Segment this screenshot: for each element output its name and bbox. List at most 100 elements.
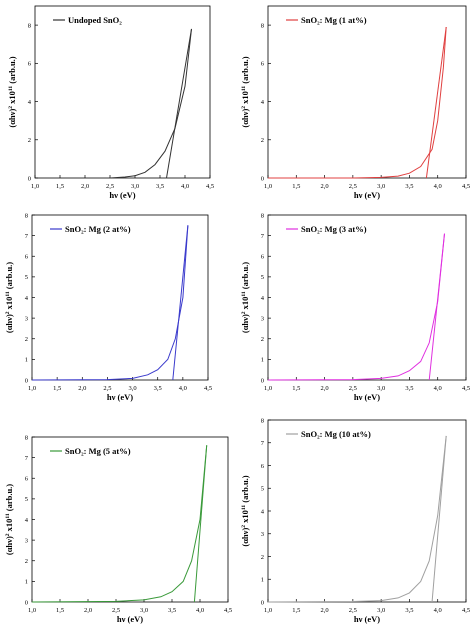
x-tick-label: 2,5 bbox=[349, 385, 357, 392]
y-tick-label: 0 bbox=[25, 599, 28, 606]
legend-label: SnO₂: Mg (3 at%) bbox=[301, 224, 367, 234]
y-axis-label-part: (αhν) bbox=[240, 528, 250, 547]
x-tick-label: 2,0 bbox=[321, 607, 329, 614]
y-axis-label-part: (arb.u.) bbox=[4, 262, 14, 292]
y-tick-label: 2 bbox=[25, 558, 28, 565]
x-axis-label: hν (eV) bbox=[354, 190, 380, 200]
x-tick-label: 4,0 bbox=[181, 183, 189, 190]
y-axis-label-superscript: 11 bbox=[5, 291, 11, 296]
y-tick-label: 2 bbox=[28, 137, 31, 144]
legend-label: SnO₂: Mg (2 at%) bbox=[65, 224, 131, 234]
data-curve bbox=[267, 233, 445, 381]
y-tick-label: 1 bbox=[25, 579, 28, 586]
data-curve bbox=[109, 28, 192, 179]
y-tick-label: 0 bbox=[28, 175, 31, 182]
y-axis-label-superscript: 11 bbox=[241, 86, 247, 91]
x-tick-label: 4,5 bbox=[206, 183, 214, 190]
x-tick-label: 3,5 bbox=[156, 183, 164, 190]
y-tick-label: 2 bbox=[261, 137, 264, 144]
y-axis-label-part: (αhν) bbox=[240, 109, 250, 128]
x-tick-label: 1,0 bbox=[28, 385, 36, 392]
y-tick-label: 3 bbox=[25, 315, 28, 322]
y-tick-label: 8 bbox=[25, 434, 28, 441]
y-tick-label: 0 bbox=[261, 175, 264, 182]
x-tick-label: 3,5 bbox=[154, 385, 162, 392]
y-tick-label: 7 bbox=[261, 440, 265, 447]
y-axis-label: (αhν)2 x1011 (arb.u.) bbox=[240, 475, 250, 546]
data-curve bbox=[267, 435, 447, 603]
y-tick-label: 3 bbox=[25, 537, 28, 544]
y-axis-label-superscript: 11 bbox=[241, 505, 247, 510]
y-tick-label: 4 bbox=[28, 99, 32, 106]
data-curve bbox=[31, 445, 208, 603]
y-tick-label: 3 bbox=[261, 315, 264, 322]
legend-label: SnO₂: Mg (5 at%) bbox=[65, 446, 131, 456]
y-tick-label: 1 bbox=[261, 357, 264, 364]
x-tick-label: 3,5 bbox=[405, 183, 413, 190]
x-tick-label: 2,5 bbox=[103, 385, 111, 392]
x-tick-label: 3,0 bbox=[129, 385, 137, 392]
x-tick-label: 3,0 bbox=[377, 607, 385, 614]
fit-line bbox=[428, 233, 446, 381]
y-tick-label: 6 bbox=[25, 254, 29, 261]
y-tick-label: 7 bbox=[261, 233, 265, 240]
fit-line bbox=[166, 28, 192, 179]
x-tick-label: 2,0 bbox=[321, 385, 329, 392]
x-tick-label: 4,5 bbox=[224, 607, 232, 614]
x-tick-label: 4,0 bbox=[179, 385, 187, 392]
x-tick-label: 3,5 bbox=[405, 385, 413, 392]
x-tick-label: 4,0 bbox=[434, 385, 442, 392]
y-tick-label: 8 bbox=[261, 22, 264, 29]
x-tick-label: 2,0 bbox=[78, 385, 86, 392]
y-axis-label-part: (αhν) bbox=[4, 314, 14, 333]
y-axis-label-part: (αhν) bbox=[240, 314, 250, 333]
y-axis-label-part: x10 bbox=[4, 519, 14, 534]
plot-frame bbox=[267, 214, 467, 381]
y-axis-label-superscript: 2 bbox=[241, 525, 247, 528]
y-tick-label: 6 bbox=[261, 463, 265, 470]
y-axis-label-superscript: 2 bbox=[5, 311, 11, 314]
y-tick-label: 1 bbox=[25, 357, 28, 364]
y-axis-label-part: (arb.u.) bbox=[4, 484, 14, 514]
y-tick-label: 2 bbox=[261, 336, 264, 343]
x-tick-label: 2,0 bbox=[81, 183, 89, 190]
y-axis-label-part: x10 bbox=[240, 510, 250, 525]
x-tick-label: 2,5 bbox=[112, 607, 120, 614]
x-tick-label: 4,5 bbox=[462, 385, 470, 392]
y-tick-label: 5 bbox=[261, 274, 264, 281]
y-tick-label: 4 bbox=[25, 517, 29, 524]
y-axis-label-superscript: 11 bbox=[241, 291, 247, 296]
x-tick-label: 4,0 bbox=[434, 607, 442, 614]
x-tick-label: 3,0 bbox=[140, 607, 148, 614]
y-axis-label: (αhν)2 x1011 (arb.u.) bbox=[4, 262, 14, 333]
y-tick-label: 3 bbox=[261, 531, 264, 538]
x-tick-label: 1,5 bbox=[292, 385, 300, 392]
y-tick-label: 0 bbox=[261, 599, 264, 606]
y-axis-label-part: x10 bbox=[240, 297, 250, 312]
y-axis-label-part: (arb.u.) bbox=[240, 262, 250, 292]
plot-frame bbox=[31, 214, 209, 381]
chart-panel-4: 1,0 1,5 2,0 2,5 3,0 3,5 4,0 4,5 0 1 2 3 4 5 6 7 8 SnO₂: M… bbox=[240, 212, 470, 402]
plot-frame bbox=[31, 436, 229, 603]
plot-frame bbox=[267, 419, 467, 603]
y-tick-label: 8 bbox=[261, 212, 264, 219]
y-axis-label-part: (arb.u.) bbox=[240, 475, 250, 505]
x-tick-label: 1,5 bbox=[292, 607, 300, 614]
x-tick-label: 3,0 bbox=[377, 183, 385, 190]
y-tick-label: 8 bbox=[261, 417, 264, 424]
y-tick-label: 2 bbox=[261, 554, 264, 561]
y-axis-label-part: (αhν) bbox=[7, 109, 17, 128]
y-tick-label: 5 bbox=[25, 496, 28, 503]
y-tick-label: 8 bbox=[25, 212, 28, 219]
y-tick-label: 4 bbox=[25, 295, 29, 302]
plot-frame bbox=[34, 5, 211, 179]
y-axis-label-superscript: 2 bbox=[241, 106, 247, 109]
chart-panel-6: 1,0 1,5 2,0 2,5 3,0 3,5 4,0 4,5 0 1 2 3 4 5 6 7 8 SnO₂: M… bbox=[240, 417, 470, 624]
y-axis-label-superscript: 2 bbox=[5, 533, 11, 536]
x-tick-label: 1,0 bbox=[31, 183, 39, 190]
plot-frame bbox=[267, 5, 467, 179]
y-tick-label: 7 bbox=[25, 233, 29, 240]
x-tick-label: 2,0 bbox=[321, 183, 329, 190]
y-axis-label-superscript: 11 bbox=[8, 86, 14, 91]
y-axis-label: (αhν)2 x1011 (arb.u.) bbox=[240, 262, 250, 333]
